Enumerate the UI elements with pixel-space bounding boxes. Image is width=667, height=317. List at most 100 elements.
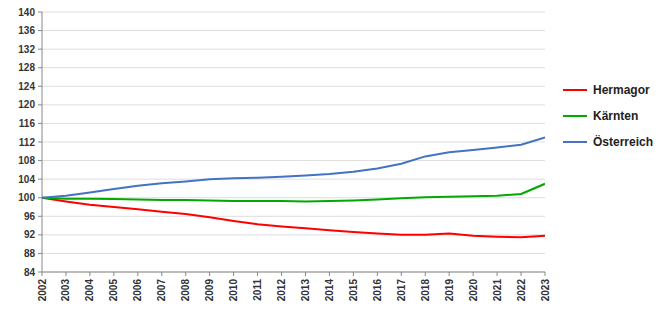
tick-label: 2002 xyxy=(37,279,48,302)
line xyxy=(42,198,545,237)
tick xyxy=(401,272,402,276)
tick-label: 2012 xyxy=(276,279,287,302)
tick xyxy=(38,12,42,13)
tick-label: 2014 xyxy=(324,279,335,302)
legend-label: Österreich xyxy=(593,134,653,149)
grid-line xyxy=(42,272,545,273)
tick xyxy=(38,123,42,124)
tick-label: 2022 xyxy=(516,279,527,302)
tick xyxy=(257,272,258,276)
tick xyxy=(38,142,42,143)
grid-line xyxy=(42,67,545,68)
tick-label: 100 xyxy=(18,192,35,203)
tick-label: 2017 xyxy=(396,279,407,302)
x-axis: 2002 2003 2004 2005 2006 2007 2008 2009 2010 2011… xyxy=(37,272,551,301)
tick-label: 116 xyxy=(19,118,36,129)
tick-label: 128 xyxy=(18,62,35,73)
legend-label: Hermagor xyxy=(593,83,650,97)
tick-label: 2007 xyxy=(156,279,167,302)
grid-line xyxy=(42,12,545,13)
tick-label: 2021 xyxy=(492,279,503,302)
grid-line xyxy=(42,216,545,217)
legend-swatch xyxy=(563,89,587,91)
tick xyxy=(38,216,42,217)
tick xyxy=(377,272,378,276)
tick xyxy=(497,272,498,276)
legend-swatch xyxy=(563,115,587,117)
tick-label: 120 xyxy=(18,99,35,110)
tick xyxy=(449,272,450,276)
grid-line xyxy=(42,160,545,161)
tick-label: 2008 xyxy=(180,279,191,302)
chart: 8488929610010410811211612012412813213614… xyxy=(0,0,667,317)
tick xyxy=(329,272,330,276)
tick-label: 2010 xyxy=(228,279,239,302)
tick xyxy=(545,272,546,276)
tick-label: 88 xyxy=(24,248,36,259)
tick xyxy=(305,272,306,276)
tick-label: 2005 xyxy=(108,279,119,302)
tick-label: 108 xyxy=(18,155,35,166)
tick-label: 2003 xyxy=(60,279,71,302)
tick xyxy=(42,272,43,276)
tick xyxy=(89,272,90,276)
tick xyxy=(113,272,114,276)
line xyxy=(42,184,545,202)
legend-label: Kärnten xyxy=(593,109,638,123)
grid-line xyxy=(42,49,545,50)
grid-line xyxy=(42,86,545,87)
tick xyxy=(425,272,426,276)
grid-line xyxy=(42,104,545,105)
tick-label: 140 xyxy=(18,7,35,18)
tick xyxy=(353,272,354,276)
line xyxy=(42,137,545,197)
y-axis: 8488929610010410811211612012412813213614… xyxy=(18,7,545,278)
grid-line xyxy=(42,253,545,254)
tick xyxy=(185,272,186,276)
tick xyxy=(38,197,42,198)
grid-line xyxy=(42,179,545,180)
tick xyxy=(473,272,474,276)
tick-label: 2006 xyxy=(132,279,143,302)
tick xyxy=(65,272,66,276)
tick xyxy=(521,272,522,276)
legend-swatch xyxy=(563,141,587,143)
grid-line xyxy=(42,123,545,124)
tick xyxy=(38,253,42,254)
tick-label: 96 xyxy=(24,211,36,222)
legend: Hermagor Kärnten Österreich xyxy=(563,83,653,149)
tick xyxy=(38,49,42,50)
tick-label: 2020 xyxy=(468,279,479,302)
tick-label: 2013 xyxy=(300,279,311,302)
tick xyxy=(38,272,42,273)
tick xyxy=(38,86,42,87)
tick xyxy=(161,272,162,276)
grid-line xyxy=(42,142,545,143)
lines xyxy=(42,137,545,237)
tick-label: 84 xyxy=(24,267,36,278)
tick xyxy=(233,272,234,276)
tick-label: 2016 xyxy=(372,279,383,302)
tick xyxy=(38,104,42,105)
tick xyxy=(38,67,42,68)
tick-label: 104 xyxy=(18,174,35,185)
tick xyxy=(209,272,210,276)
tick-label: 2015 xyxy=(348,279,359,302)
tick xyxy=(137,272,138,276)
axis-line xyxy=(42,272,545,273)
tick-label: 2009 xyxy=(204,279,215,302)
tick-label: 2018 xyxy=(420,279,431,302)
tick-label: 124 xyxy=(18,81,35,92)
tick xyxy=(38,160,42,161)
tick-label: 136 xyxy=(18,25,35,36)
tick xyxy=(38,30,42,31)
tick-label: 2004 xyxy=(84,279,95,302)
tick xyxy=(281,272,282,276)
tick-label: 2019 xyxy=(444,279,455,302)
tick-label: 112 xyxy=(19,137,36,148)
tick xyxy=(38,234,42,235)
tick-label: 132 xyxy=(18,44,35,55)
axis-line xyxy=(42,12,43,272)
tick-label: 2023 xyxy=(540,279,551,302)
tick-label: 2011 xyxy=(252,279,263,301)
